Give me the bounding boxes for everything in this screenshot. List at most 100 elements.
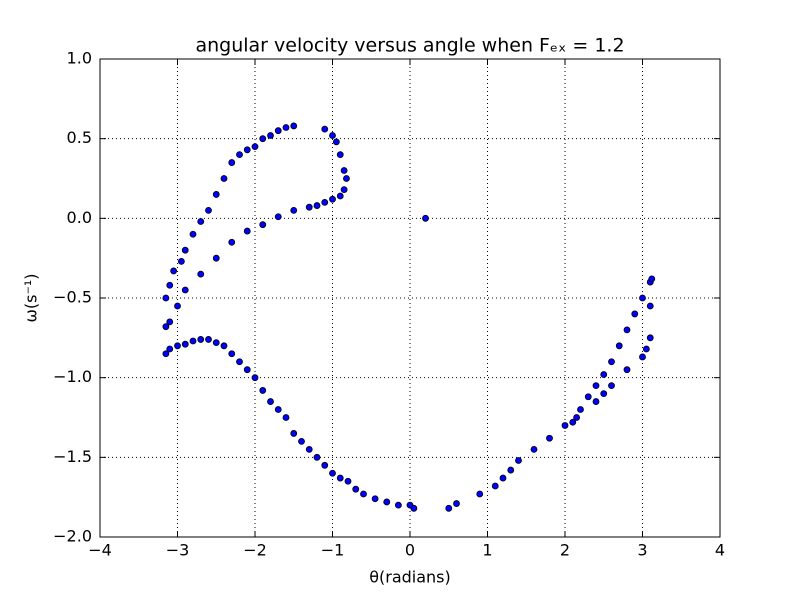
- point: [305, 445, 313, 453]
- point: [569, 418, 577, 426]
- point: [166, 345, 174, 353]
- plot-frame: [99, 58, 721, 538]
- point: [623, 366, 631, 374]
- point: [639, 294, 646, 302]
- point: [615, 342, 623, 350]
- point: [573, 414, 581, 421]
- point: [577, 406, 584, 413]
- point: [181, 340, 189, 348]
- point: [646, 302, 654, 310]
- point: [584, 393, 592, 401]
- x-tick-label: 3: [637, 541, 647, 560]
- point: [236, 358, 243, 366]
- y-tick-label: 1.0: [67, 49, 92, 68]
- point: [212, 339, 220, 347]
- y-tick-label: −2.0: [53, 527, 92, 546]
- y-tick-label: 0.5: [67, 128, 92, 147]
- point: [197, 270, 205, 278]
- point: [453, 500, 460, 507]
- x-tick-label: −3: [166, 541, 190, 560]
- point: [332, 138, 340, 146]
- point: [236, 151, 243, 159]
- point: [298, 437, 305, 445]
- point: [600, 371, 608, 378]
- chart-title: angular velocity versus angle when Fₑₓ =…: [195, 35, 624, 57]
- point: [259, 221, 267, 229]
- point: [174, 342, 181, 350]
- x-tick-label: 2: [560, 541, 570, 560]
- point: [336, 474, 344, 482]
- point: [282, 414, 290, 421]
- point: [228, 238, 236, 246]
- point: [177, 257, 185, 265]
- point: [623, 326, 631, 334]
- x-axis-label: θ(radians): [369, 568, 451, 587]
- point: [507, 466, 515, 474]
- point: [181, 286, 189, 294]
- point: [212, 191, 220, 198]
- point: [608, 382, 615, 390]
- point: [561, 422, 569, 429]
- point: [162, 294, 170, 302]
- y-tick-label: −0.5: [53, 288, 92, 307]
- point: [274, 213, 282, 221]
- point: [608, 358, 615, 366]
- x-tick-label: 0: [405, 541, 415, 560]
- point: [383, 498, 391, 506]
- point: [228, 159, 236, 166]
- point: [220, 342, 228, 350]
- point: [274, 127, 282, 135]
- point: [639, 353, 646, 361]
- point: [371, 495, 379, 503]
- point: [422, 214, 429, 222]
- point: [243, 366, 251, 374]
- point: [228, 350, 236, 358]
- point: [336, 192, 344, 200]
- point: [352, 485, 360, 493]
- point: [313, 202, 321, 209]
- point: [410, 504, 418, 512]
- point: [205, 206, 212, 214]
- point: [340, 186, 348, 194]
- point: [162, 350, 170, 358]
- point: [344, 477, 352, 485]
- y-tick-label: −1.5: [53, 447, 92, 466]
- point: [394, 501, 402, 509]
- point: [305, 203, 313, 211]
- point: [445, 504, 453, 512]
- point: [313, 453, 321, 461]
- point: [166, 281, 174, 289]
- y-tick-label: 0.0: [67, 208, 92, 227]
- point: [259, 135, 267, 143]
- point: [546, 434, 553, 442]
- point: [166, 318, 174, 326]
- x-tick-label: −4: [88, 541, 112, 560]
- point: [205, 336, 212, 343]
- point: [290, 122, 298, 130]
- point: [600, 390, 608, 398]
- point: [274, 406, 282, 413]
- point: [321, 125, 329, 133]
- point: [189, 230, 197, 238]
- point: [530, 445, 538, 453]
- point: [290, 430, 298, 437]
- point: [290, 206, 298, 214]
- y-axis-label: ω(s⁻¹): [22, 273, 41, 322]
- point: [329, 195, 336, 203]
- point: [282, 124, 290, 131]
- point: [212, 254, 220, 262]
- point: [648, 275, 656, 283]
- point: [162, 323, 170, 331]
- point: [476, 490, 484, 498]
- point: [343, 175, 350, 182]
- point: [251, 143, 259, 151]
- point: [243, 146, 251, 154]
- x-tick-label: −2: [243, 541, 267, 560]
- point: [181, 246, 189, 254]
- point: [329, 132, 336, 139]
- point: [321, 461, 329, 469]
- point: [197, 218, 205, 225]
- point: [499, 474, 507, 482]
- point: [251, 374, 259, 382]
